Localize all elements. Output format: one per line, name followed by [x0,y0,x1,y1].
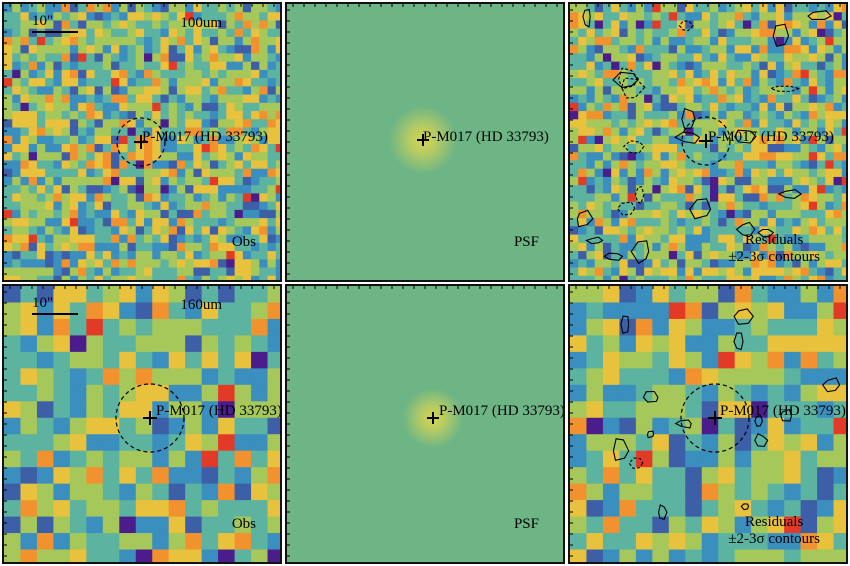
contour-label: ±2-3σ contours [728,531,820,547]
residual-legend: Residuals ±2-3σ contours [728,514,820,548]
source-label: P-M017 (HD 33793) [423,129,549,145]
psf-panel-160um: P-M017 (HD 33793) PSF [285,284,565,564]
scale-bar [32,313,78,315]
obs-label: Obs [231,516,256,532]
residual-image-160um [570,286,846,562]
source-label: P-M017 (HD 33793) [720,403,846,419]
scale-label: 10" [32,13,54,29]
psf-panel-100um: P-M017 (HD 33793) PSF [285,2,565,282]
psf-image-100um [287,4,563,280]
source-label: P-M017 (HD 33793) [439,403,565,419]
residual-label: Residuals [744,514,804,530]
band-label: 160um [180,297,222,313]
residual-legend: Residuals ±2-3σ contours [728,232,820,266]
obs-label: Obs [231,234,256,250]
obs-image-100um [4,4,280,280]
obs-panel-100um: 10" 100um P-M017 (HD 33793) Obs [2,2,282,282]
residual-label: Residuals [744,232,804,248]
contour-label: ±2-3σ contours [728,249,820,265]
scale-bar [32,31,78,33]
psf-image-160um [287,286,563,562]
source-label: P-M017 (HD 33793) [708,129,834,145]
psf-label: PSF [513,234,539,250]
band-label: 100um [180,15,222,31]
residual-image-100um [570,4,846,280]
source-label: P-M017 (HD 33793) [156,403,282,419]
obs-panel-160um: 10" 160um P-M017 (HD 33793) Obs [2,284,282,564]
psf-label: PSF [513,516,539,532]
obs-image-160um [4,286,280,562]
residual-panel-100um: P-M017 (HD 33793) Residuals ±2-3σ contou… [568,2,848,282]
residual-panel-160um: P-M017 (HD 33793) Residuals ±2-3σ contou… [568,284,848,564]
scale-label: 10" [32,295,54,311]
source-label: P-M017 (HD 33793) [142,129,268,145]
